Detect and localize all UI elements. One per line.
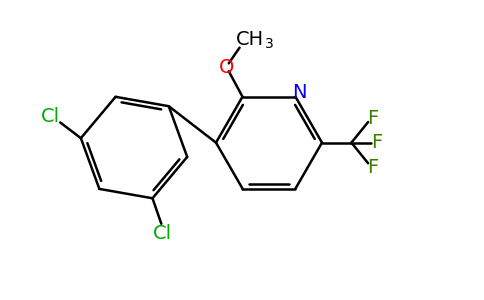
Text: F: F [367,158,378,177]
Text: CH: CH [236,30,264,49]
Text: F: F [367,109,378,128]
Text: F: F [371,133,382,152]
Text: O: O [219,58,234,77]
Text: Cl: Cl [153,224,172,243]
Text: Cl: Cl [41,107,60,126]
Text: 3: 3 [265,37,273,51]
Text: N: N [292,83,307,102]
